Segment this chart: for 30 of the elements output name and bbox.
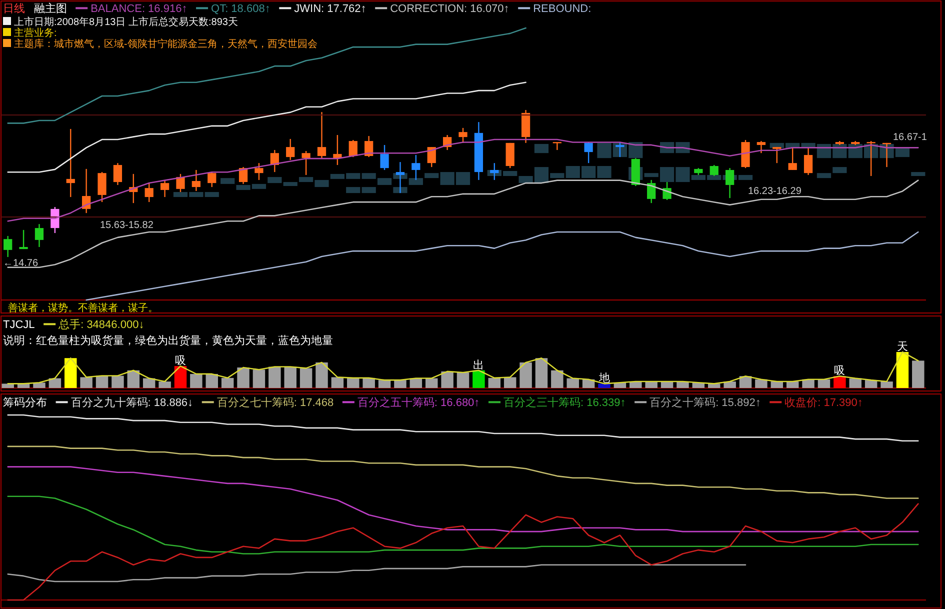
- legend-item: 百分之七十筹码: 17.468: [216, 397, 334, 409]
- title: 日线: [3, 3, 25, 15]
- annotation: 16.67-1: [893, 132, 927, 143]
- annotation: 地: [598, 372, 610, 385]
- annotation: 16.23-16.29: [748, 186, 802, 197]
- annotation: 上市日期:2008年8月13日 上市后总交易天数:893天: [14, 17, 238, 28]
- annotation: 主题库：城市燃气，区域-领陕甘宁能源金三角，天然气，西安世园会: [14, 39, 318, 50]
- annotation: 吸: [834, 365, 846, 378]
- annotation: 主营业务:: [14, 28, 57, 39]
- title: TJCJL: [3, 319, 35, 331]
- title: 筹码分布: [3, 397, 47, 409]
- annotation: 出: [473, 359, 484, 372]
- legend-item: 百分之五十筹码: 16.680↑: [357, 397, 480, 409]
- legend-item: REBOUND:: [533, 3, 592, 15]
- annotation: 天: [896, 341, 908, 353]
- legend-item: 百分之九十筹码: 18.886↓: [70, 397, 194, 409]
- subtitle: 融主图: [34, 3, 67, 15]
- legend-item: 收盘价: 17.390↑: [784, 397, 863, 409]
- legend-item: CORRECTION: 16.070↑: [390, 3, 510, 15]
- legend-item: 百分之十筹码: 15.892↑: [650, 397, 761, 409]
- legend-item: BALANCE: 16.916↑: [90, 3, 188, 15]
- legend-item: 总手: 34846.000↓: [58, 319, 144, 331]
- annotation: ←14.76: [3, 258, 38, 269]
- annotation: 15.63-15.82: [100, 220, 154, 231]
- annotation: 善谋者，谋势。不善谋者，谋子。: [8, 303, 158, 314]
- annotation: 吸: [175, 355, 186, 368]
- legend-item: QT: 18.608↑: [211, 3, 270, 15]
- legend-item: JWIN: 17.762↑: [294, 3, 366, 15]
- annotation: 说明：红色量柱为吸货量，绿色为出货量，黄色为天量，蓝色为地量: [3, 335, 333, 347]
- legend-item: 百分之三十筹码: 16.339↑: [504, 397, 626, 409]
